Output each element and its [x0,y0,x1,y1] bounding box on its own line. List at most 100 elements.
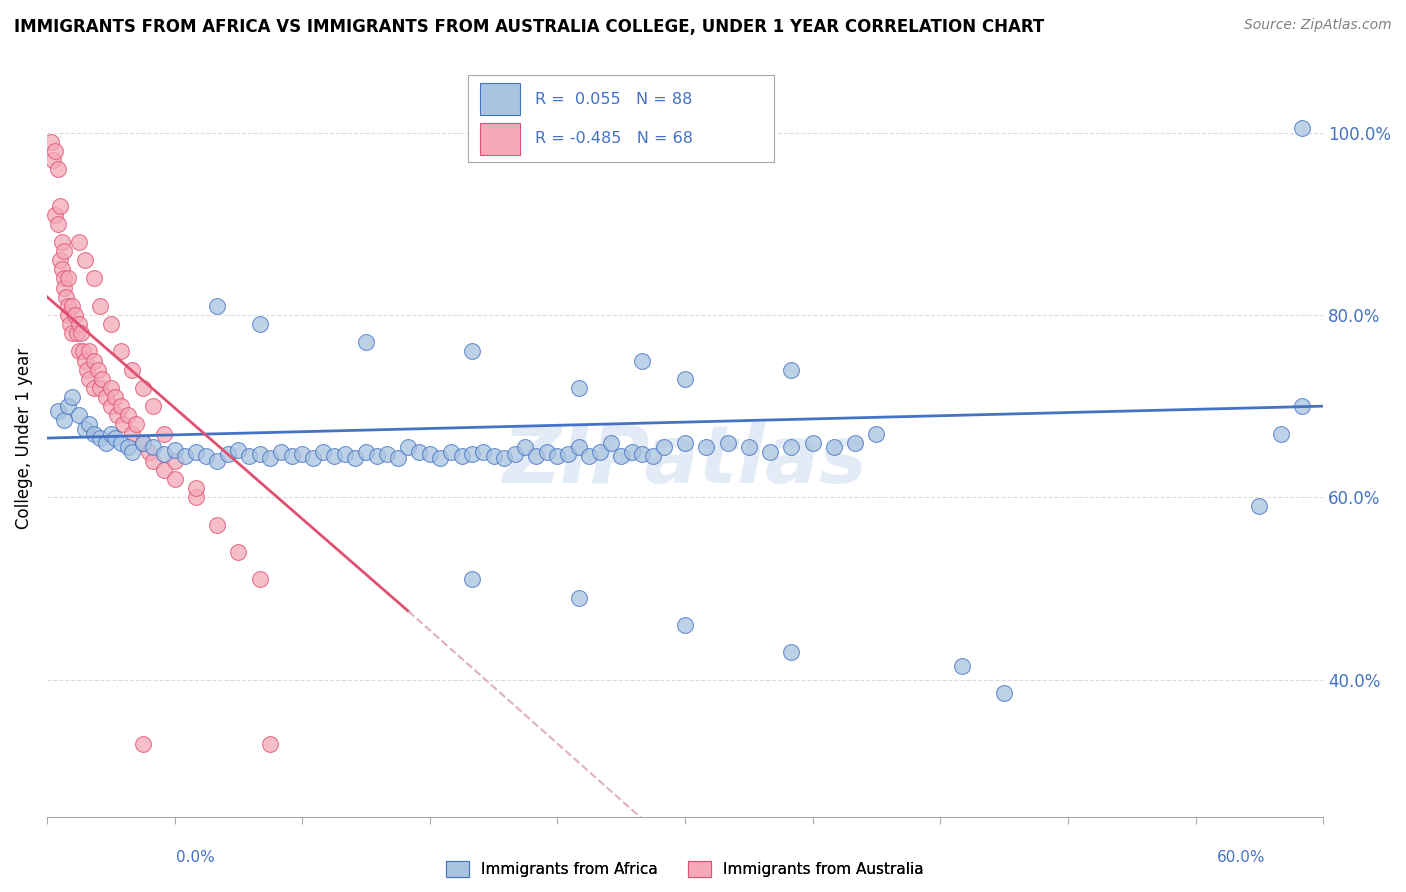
Point [117,440,139,454]
Point [131,435,153,450]
Point [48,198,70,212]
Point [184,444,207,458]
Point [738,440,761,454]
Point [131,381,153,395]
Point [429,451,451,466]
Point [716,435,738,450]
Point [67,344,90,359]
Point [110,399,132,413]
Point [163,454,186,468]
Point [291,446,314,460]
Point [823,440,845,454]
Point [801,435,824,450]
Point [503,446,526,460]
Text: 60.0%: 60.0% [1218,850,1265,865]
Point [75,353,97,368]
Point [79,372,101,386]
Point [44,144,66,158]
Point [56,299,79,313]
Point [387,451,409,466]
Point [546,450,568,464]
Point [75,253,97,268]
Point [408,444,430,458]
Point [46,217,69,231]
Point [280,450,302,464]
Point [578,450,600,464]
Point [461,344,484,359]
Point [52,280,75,294]
Point [67,235,90,249]
Point [89,381,111,395]
Point [354,444,377,458]
Point [163,442,186,457]
Point [568,440,591,454]
Point [631,446,654,460]
Point [228,545,250,559]
Point [205,517,228,532]
Point [695,440,717,454]
Point [568,591,591,605]
Point [524,450,547,464]
Point [344,451,367,466]
Point [270,444,292,458]
Point [117,409,139,423]
Point [217,446,239,460]
Point [79,344,101,359]
Text: IMMIGRANTS FROM AFRICA VS IMMIGRANTS FROM AUSTRALIA COLLEGE, UNDER 1 YEAR CORREL: IMMIGRANTS FROM AFRICA VS IMMIGRANTS FRO… [14,18,1045,36]
Point [121,444,143,458]
Point [76,362,98,376]
Point [104,431,127,445]
Point [205,454,228,468]
Point [610,450,633,464]
Point [131,435,153,450]
Point [780,440,803,454]
Point [89,299,111,313]
Point [620,444,643,458]
Point [557,446,579,460]
Point [121,426,143,441]
Point [652,440,675,454]
Point [643,450,665,464]
Point [205,299,228,313]
Text: ZIPatlas: ZIPatlas [502,422,868,500]
Point [450,450,472,464]
Point [259,737,281,751]
Point [59,317,82,331]
Point [83,271,105,285]
Point [301,451,323,466]
Point [138,444,160,458]
Point [83,353,105,368]
Point [1291,120,1313,135]
Point [471,444,494,458]
Point [515,440,537,454]
Point [56,308,79,322]
Point [599,435,621,450]
Point [398,440,420,454]
Legend: Immigrants from Africa, Immigrants from Australia: Immigrants from Africa, Immigrants from … [439,854,932,885]
Point [75,422,97,436]
Point [195,450,218,464]
Point [72,344,94,359]
Point [354,335,377,350]
Point [536,444,558,458]
Point [105,409,128,423]
Point [79,417,101,432]
Point [142,399,165,413]
Point [52,413,75,427]
Point [228,442,250,457]
Point [62,299,84,313]
Point [104,390,127,404]
Point [55,290,77,304]
Point [950,659,973,673]
Point [184,491,207,505]
Point [100,399,122,413]
Point [780,362,803,376]
Point [673,372,696,386]
Point [56,399,79,413]
Point [83,381,105,395]
Point [249,317,271,331]
Point [63,308,86,322]
Point [568,381,591,395]
Point [39,135,62,149]
Point [110,435,132,450]
